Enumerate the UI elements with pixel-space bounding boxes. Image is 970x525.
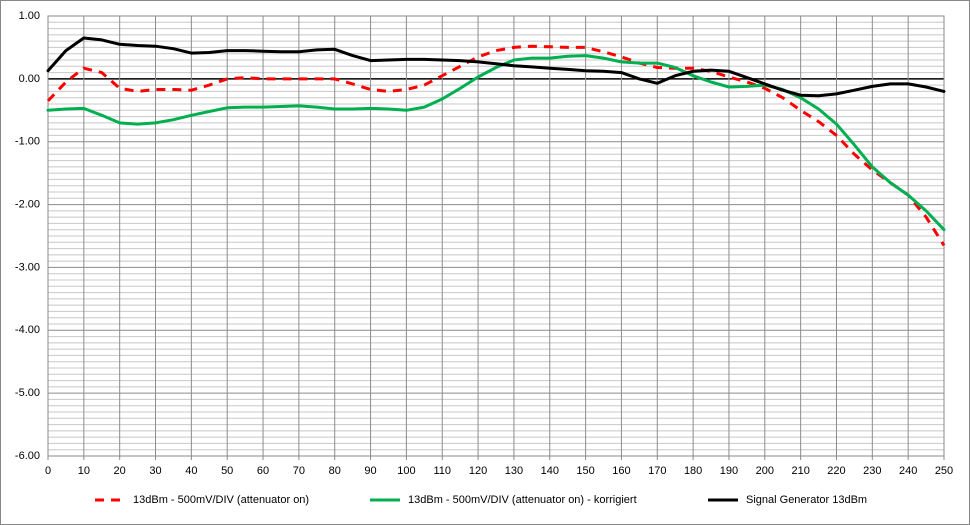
x-tick-label: 60 bbox=[257, 465, 269, 477]
plot bbox=[46, 36, 946, 247]
y-tick-label: -4.00 bbox=[15, 324, 40, 336]
x-tick-label: 120 bbox=[469, 465, 487, 477]
y-tick-label: 0.00 bbox=[19, 73, 40, 85]
x-tick-label: 160 bbox=[612, 465, 630, 477]
legend-label: 13dBm - 500mV/DIV (attenuator on) - korr… bbox=[408, 494, 637, 506]
x-tick-label: 30 bbox=[149, 465, 161, 477]
x-tick-label: 250 bbox=[935, 465, 953, 477]
x-tick-label: 170 bbox=[648, 465, 666, 477]
x-tick-label: 80 bbox=[329, 465, 341, 477]
x-tick-label: 40 bbox=[185, 465, 197, 477]
x-tick-label: 140 bbox=[541, 465, 559, 477]
x-tick-label: 240 bbox=[899, 465, 917, 477]
x-tick-label: 10 bbox=[78, 465, 90, 477]
x-tick-label: 20 bbox=[114, 465, 126, 477]
y-tick-label: -2.00 bbox=[15, 198, 40, 210]
legend: 13dBm - 500mV/DIV (attenuator on) 13dBm -… bbox=[95, 494, 867, 506]
y-tick-label: -1.00 bbox=[15, 136, 40, 148]
series-line bbox=[46, 44, 946, 247]
y-tick-label: 1.00 bbox=[19, 10, 40, 22]
y-tick-label: -5.00 bbox=[15, 387, 40, 399]
legend-label: 13dBm - 500mV/DIV (attenuator on) bbox=[133, 494, 309, 506]
y-tick-label: -3.00 bbox=[15, 261, 40, 273]
x-tick-label: 220 bbox=[827, 465, 845, 477]
x-tick-label: 50 bbox=[221, 465, 233, 477]
legend-label: Signal Generator 13dBm bbox=[746, 494, 867, 506]
plot-border bbox=[47, 15, 945, 457]
series-line bbox=[46, 36, 946, 98]
grid bbox=[47, 15, 945, 460]
y-tick-label: -6.00 bbox=[15, 450, 40, 462]
x-tick-label: 200 bbox=[756, 465, 774, 477]
x-tick-label: 150 bbox=[576, 465, 594, 477]
axis-labels: -6.00 -5.00 -4.00 -3.00 -2.00 -1.00 0.00 1.00 0 1… bbox=[15, 10, 953, 477]
x-tick-label: 230 bbox=[863, 465, 881, 477]
x-tick-label: 100 bbox=[397, 465, 415, 477]
x-tick-label: 90 bbox=[364, 465, 376, 477]
x-tick-label: 190 bbox=[720, 465, 738, 477]
x-tick-label: 70 bbox=[293, 465, 305, 477]
x-tick-label: 110 bbox=[433, 465, 451, 477]
x-tick-label: 130 bbox=[505, 465, 523, 477]
x-tick-label: 180 bbox=[684, 465, 702, 477]
x-tick-label: 0 bbox=[45, 465, 51, 477]
x-tick-label: 210 bbox=[791, 465, 809, 477]
